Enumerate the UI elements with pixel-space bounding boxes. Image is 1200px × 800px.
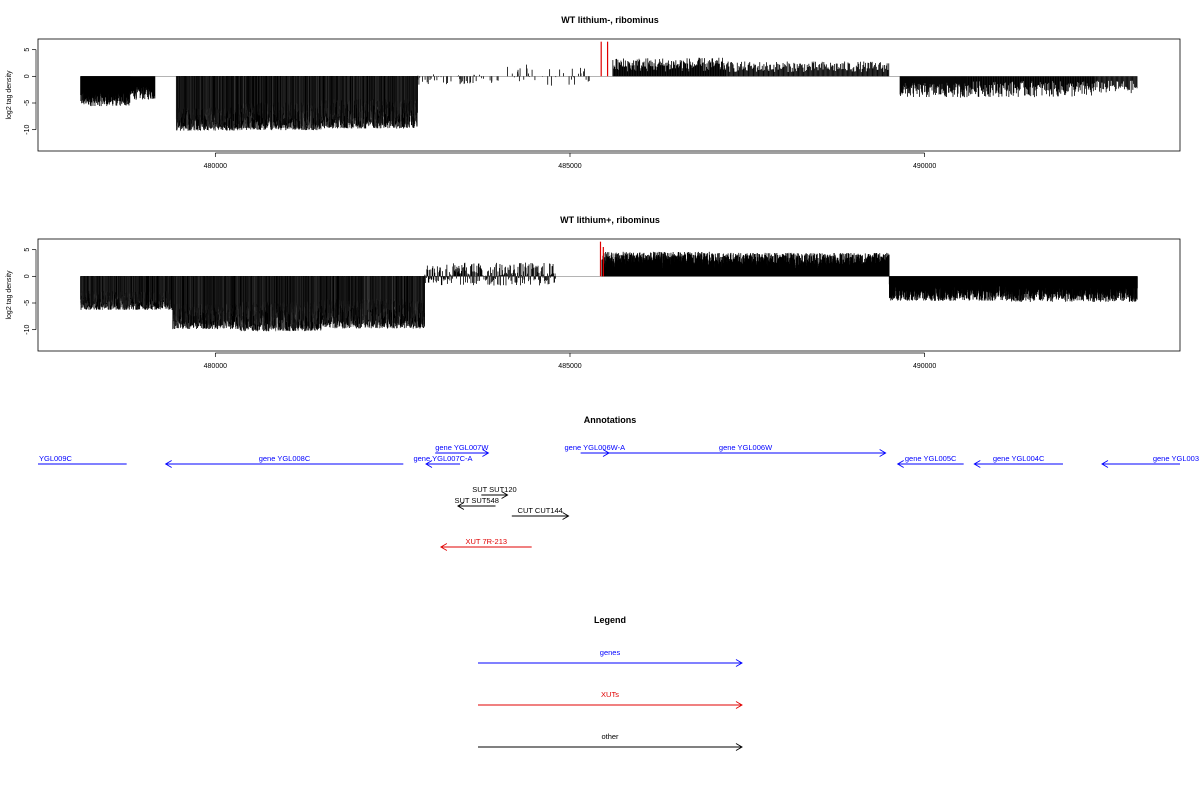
y-axis-label: log2 tag density <box>6 70 13 120</box>
y-tick-label: -10 <box>24 125 31 135</box>
y-tick-label: -5 <box>24 100 31 106</box>
track-panel-lithium-minus: WT lithium-, ribominus log2 tag density … <box>6 15 1181 170</box>
track-title: WT lithium-, ribominus <box>561 15 659 25</box>
y-axis-label: log2 tag density <box>6 270 13 320</box>
x-tick-label: 485000 <box>558 163 581 170</box>
plot-frame <box>37 238 1181 352</box>
bar-series <box>80 241 1138 332</box>
track-title: WT lithium+, ribominus <box>560 215 660 225</box>
y-tick-label: 0 <box>24 74 31 78</box>
plot-frame <box>37 38 1181 152</box>
y-tick-label: 5 <box>24 48 31 52</box>
x-tick-label: 490000 <box>913 163 936 170</box>
bar-series <box>80 41 1138 131</box>
x-tick-label: 480000 <box>204 163 227 170</box>
track-panel-lithium-plus: WT lithium+, ribominus log2 tag density … <box>6 215 1181 370</box>
axes: 5 0 -5 -10 480000 485000 490000 <box>24 48 936 170</box>
